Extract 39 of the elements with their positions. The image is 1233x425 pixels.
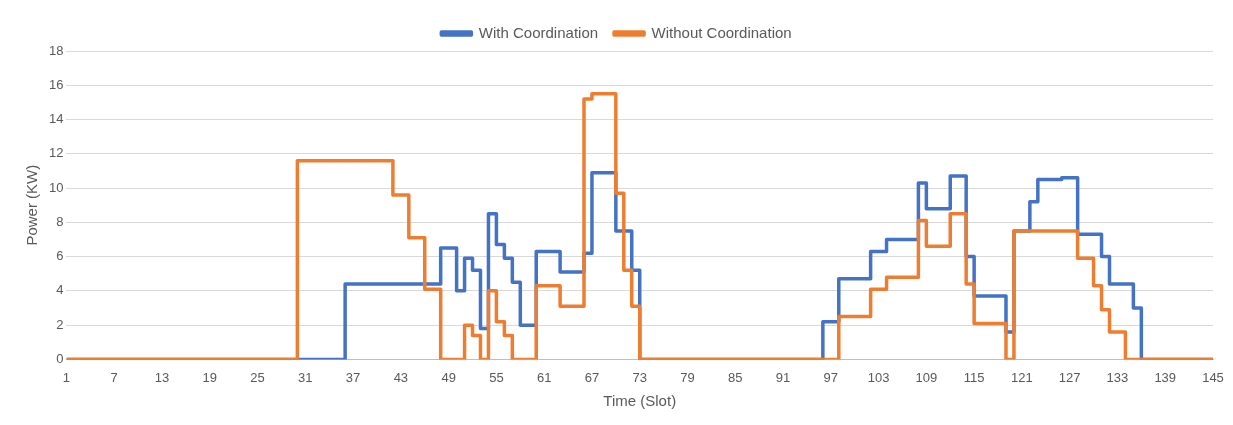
x-tick-label: 19 bbox=[202, 369, 218, 385]
x-tick-label: 85 bbox=[728, 369, 743, 385]
x-tick-label: 55 bbox=[489, 369, 504, 385]
x-tick-label: 1 bbox=[62, 369, 71, 385]
y-tick-label: 12 bbox=[48, 145, 64, 161]
legend-label: With Coordination bbox=[478, 23, 599, 41]
y-tick-label: 0 bbox=[56, 350, 64, 366]
x-axis-title: Time (Slot) bbox=[603, 392, 677, 410]
legend-label: Without Coordination bbox=[651, 23, 792, 41]
x-tick-label: 31 bbox=[298, 369, 313, 385]
y-tick-label: 4 bbox=[56, 282, 64, 298]
y-tick-label: 14 bbox=[48, 111, 64, 127]
x-tick-label: 43 bbox=[393, 369, 409, 385]
y-axis-title: Power (KW) bbox=[23, 164, 41, 246]
x-tick-label: 13 bbox=[154, 369, 170, 385]
x-tick-label: 73 bbox=[632, 369, 647, 385]
x-tick-label: 79 bbox=[680, 369, 695, 385]
y-tick-label: 6 bbox=[56, 248, 64, 264]
x-tick-label: 49 bbox=[441, 369, 456, 385]
x-tick-label: 97 bbox=[823, 369, 839, 385]
x-tick-label: 103 bbox=[867, 369, 890, 385]
y-tick-label: 16 bbox=[48, 76, 64, 92]
x-tick-label: 115 bbox=[963, 369, 985, 385]
x-tick-label: 145 bbox=[1202, 369, 1224, 385]
x-tick-label: 91 bbox=[775, 369, 791, 385]
x-tick-label: 37 bbox=[345, 369, 361, 385]
x-tick-label: 109 bbox=[915, 369, 938, 385]
x-tick-label: 7 bbox=[110, 369, 118, 385]
x-tick-label: 121 bbox=[1011, 369, 1033, 385]
x-tick-label: 133 bbox=[1106, 369, 1129, 385]
y-tick-label: 18 bbox=[48, 42, 64, 58]
y-tick-label: 2 bbox=[56, 316, 64, 332]
y-tick-label: 10 bbox=[48, 179, 64, 195]
x-tick-label: 139 bbox=[1154, 369, 1177, 385]
x-tick-label: 25 bbox=[250, 369, 265, 385]
x-tick-label: 67 bbox=[584, 369, 600, 385]
x-tick-label: 61 bbox=[536, 369, 552, 385]
y-tick-label: 8 bbox=[56, 213, 64, 229]
x-tick-label: 127 bbox=[1058, 369, 1081, 385]
